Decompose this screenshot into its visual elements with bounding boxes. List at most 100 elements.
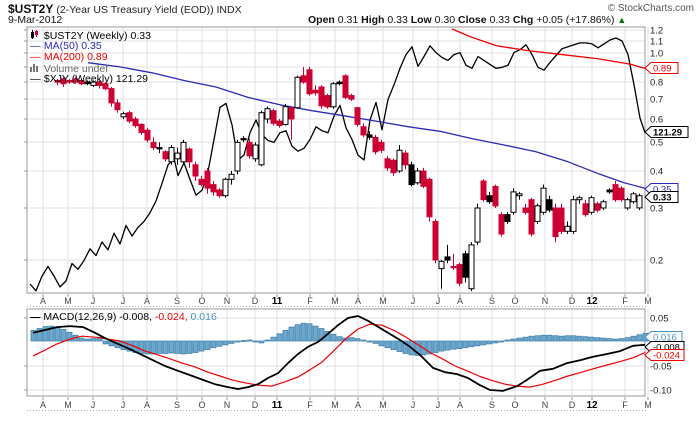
macd-histogram-bar (438, 340, 445, 352)
week-dot (126, 410, 127, 411)
macd-histogram-bar (570, 335, 577, 342)
candle-body (630, 193, 637, 203)
week-dot (153, 306, 154, 307)
week-dot (312, 410, 313, 411)
week-dot (417, 306, 418, 307)
week-dot (135, 410, 136, 411)
week-dot (72, 306, 73, 307)
x-axis-month-label: M (331, 296, 339, 306)
x-axis-month-label: J (121, 400, 126, 410)
week-dot (450, 306, 451, 307)
x-axis-month-label: A (144, 400, 150, 410)
week-dot (474, 410, 475, 411)
week-dot (96, 410, 97, 411)
macd-histogram-bar (582, 336, 589, 342)
week-dot (522, 410, 523, 411)
week-dot (531, 306, 532, 307)
week-dot (186, 410, 187, 411)
week-dot (318, 410, 319, 411)
week-dot (165, 306, 166, 307)
week-dot (432, 410, 433, 411)
week-dot (573, 410, 574, 411)
macd-histogram-bar (372, 340, 379, 344)
y-axis-price-label: 1.2 (650, 26, 663, 37)
y-axis-price-label: 0.6 (650, 115, 663, 126)
week-dot (390, 306, 391, 307)
symbol: $UST2Y (8, 2, 54, 16)
x-axis-month-label: 12 (586, 400, 598, 411)
y-axis-price-label: 1.1 (650, 37, 663, 48)
y-axis-price-label: 1.0 (650, 49, 663, 60)
x-axis-month-label: D (252, 400, 259, 410)
macd-histogram-bar (276, 333, 283, 342)
week-dot (540, 306, 541, 307)
week-dot (231, 410, 232, 411)
week-dot (444, 410, 445, 411)
week-dot (366, 306, 367, 307)
candle-body (234, 141, 241, 172)
week-dot (633, 306, 634, 307)
week-dot (120, 306, 121, 307)
week-dot (27, 306, 28, 307)
macd-histogram-bar (138, 340, 145, 354)
candle-body (366, 134, 373, 138)
week-dot (636, 410, 637, 411)
week-dot (111, 410, 112, 411)
week-dot (336, 306, 337, 307)
week-dot (39, 410, 40, 411)
week-dot (57, 410, 58, 411)
macd-tag-label: 0.016 (653, 333, 677, 344)
week-dot (150, 306, 151, 307)
macd-histogram-bar (228, 340, 235, 344)
up-arrow-icon: ▲ (617, 15, 627, 25)
week-dot (612, 306, 613, 307)
week-dot (447, 410, 448, 411)
week-dot (507, 410, 508, 411)
price-tag-shape (644, 62, 679, 74)
candle-body (486, 195, 493, 203)
week-dot (507, 306, 508, 307)
week-dot (387, 410, 388, 411)
week-dot (138, 410, 139, 411)
candle-body (516, 193, 523, 197)
x-axis-month-label: 11 (272, 296, 283, 307)
week-dot (306, 410, 307, 411)
week-dot (543, 410, 544, 411)
macd-histogram-bar (576, 335, 583, 342)
week-dot (39, 306, 40, 307)
week-dot (345, 306, 346, 307)
week-dot (114, 410, 115, 411)
week-dot (375, 306, 376, 307)
week-dot (459, 410, 460, 411)
week-dot (150, 410, 151, 411)
week-dot (426, 410, 427, 411)
week-dot (468, 306, 469, 307)
y-axis-price-label: 0.3 (650, 204, 663, 215)
week-dot (387, 306, 388, 307)
week-dot (51, 410, 52, 411)
week-dot (561, 306, 562, 307)
week-dot (144, 306, 145, 307)
macd-histogram-bar (252, 340, 259, 343)
macd-name: MACD(12,26,9) (43, 311, 117, 323)
week-dot (357, 410, 358, 411)
week-dot (129, 410, 130, 411)
week-dot (282, 410, 283, 411)
candle-body (414, 170, 421, 184)
week-dot (576, 306, 577, 307)
week-dot (528, 410, 529, 411)
week-dot (429, 410, 430, 411)
week-dot (540, 410, 541, 411)
candle-body (240, 138, 247, 141)
week-dot (192, 306, 193, 307)
candle-body (288, 107, 295, 120)
week-dot (609, 410, 610, 411)
week-dot (189, 410, 190, 411)
macd-histogram-bar (180, 340, 187, 355)
week-dot (573, 306, 574, 307)
week-dot (108, 306, 109, 307)
week-dot (342, 410, 343, 411)
week-dot (261, 410, 262, 411)
week-dot (183, 306, 184, 307)
week-dot (516, 306, 517, 307)
